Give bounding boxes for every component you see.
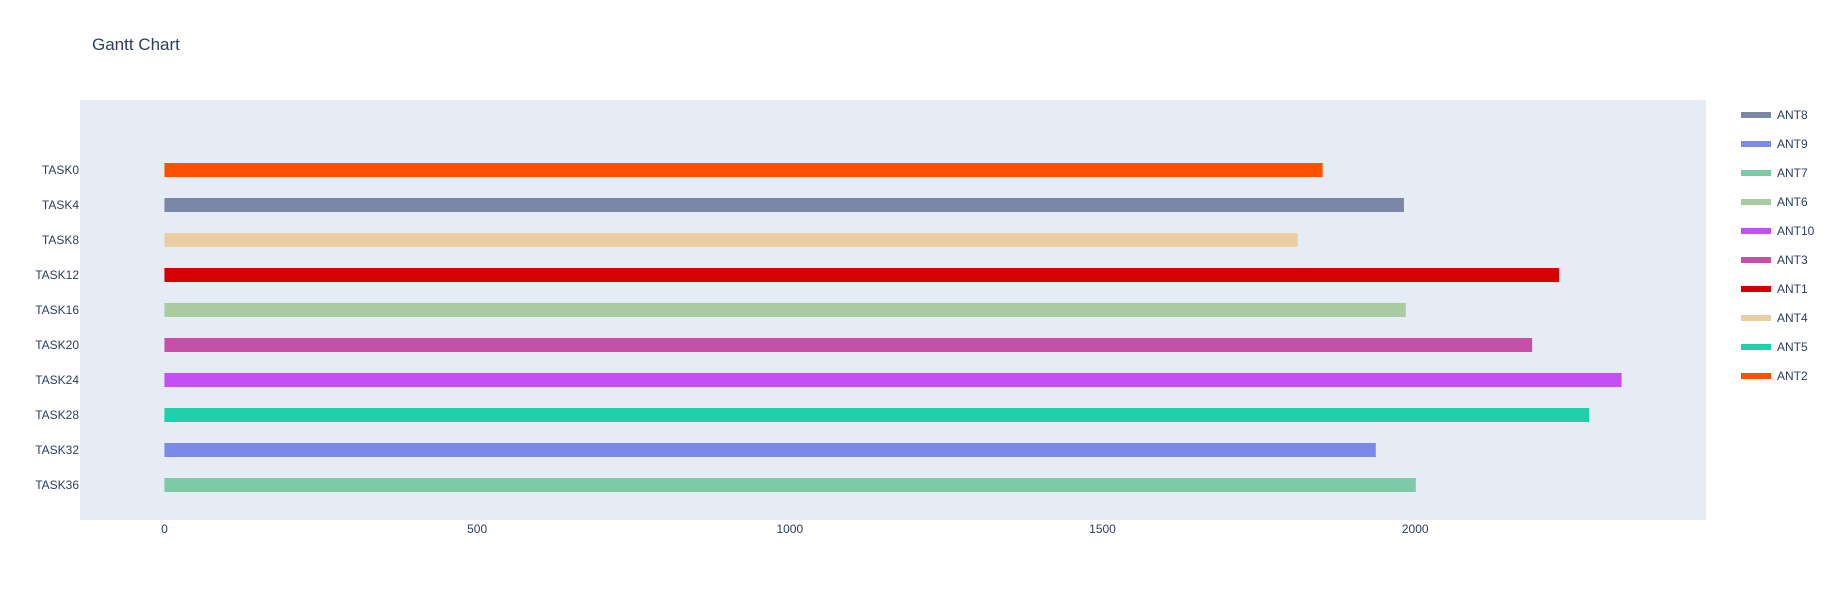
legend-label: ANT8: [1777, 108, 1808, 122]
x-tick-label: 0: [161, 522, 168, 536]
y-axis-ticks: TASK0 TASK4 TASK8 TASK12 TASK16 TASK20 TASK24 T…: [35, 163, 79, 492]
legend-item[interactable]: ANT5: [1741, 340, 1808, 354]
x-tick-label: 2000: [1402, 522, 1429, 536]
y-tick-label: TASK24: [35, 373, 79, 387]
bar-task20: [164, 338, 1533, 352]
legend-label: ANT7: [1777, 166, 1808, 180]
y-tick-label: TASK28: [35, 408, 79, 422]
legend-label: ANT6: [1777, 195, 1808, 209]
y-tick-label: TASK16: [35, 303, 79, 317]
legend-item[interactable]: ANT8: [1741, 108, 1808, 122]
legend-item[interactable]: ANT6: [1741, 195, 1808, 209]
y-tick-label: TASK8: [42, 233, 79, 247]
bar-task16: [164, 303, 1406, 317]
bar-task8: [164, 233, 1298, 247]
y-tick-label: TASK0: [42, 163, 79, 177]
x-tick-label: 1000: [776, 522, 803, 536]
legend-label: ANT9: [1777, 137, 1808, 151]
bar-task4: [164, 198, 1404, 212]
legend-item[interactable]: ANT9: [1741, 137, 1808, 151]
y-tick-label: TASK4: [42, 198, 79, 212]
x-tick-label: 1500: [1089, 522, 1116, 536]
bar-task36: [164, 478, 1416, 492]
legend: ANT8 ANT9 ANT7 ANT6 ANT10 ANT3 ANT1 ANT4 ANT5 ANT…: [1741, 108, 1815, 383]
legend-item[interactable]: ANT1: [1741, 282, 1808, 296]
bar-task32: [164, 443, 1376, 457]
legend-label: ANT4: [1777, 311, 1808, 325]
y-tick-label: TASK12: [35, 268, 79, 282]
legend-label: ANT3: [1777, 253, 1808, 267]
legend-item[interactable]: ANT2: [1741, 369, 1808, 383]
x-tick-label: 500: [467, 522, 487, 536]
y-tick-label: TASK36: [35, 478, 79, 492]
legend-item[interactable]: ANT7: [1741, 166, 1808, 180]
legend-item[interactable]: ANT3: [1741, 253, 1808, 267]
bar-task12: [164, 268, 1560, 282]
y-tick-label: TASK32: [35, 443, 79, 457]
x-axis-ticks: 0 500 1000 1500 2000: [161, 522, 1429, 536]
bar-task28: [164, 408, 1590, 422]
chart-title: Gantt Chart: [92, 35, 180, 54]
legend-item[interactable]: ANT10: [1741, 224, 1815, 238]
legend-label: ANT10: [1777, 224, 1815, 238]
y-tick-label: TASK20: [35, 338, 79, 352]
bar-task24: [164, 373, 1622, 387]
legend-label: ANT1: [1777, 282, 1808, 296]
legend-item[interactable]: ANT4: [1741, 311, 1808, 325]
legend-label: ANT5: [1777, 340, 1808, 354]
bar-task0: [164, 163, 1323, 177]
legend-label: ANT2: [1777, 369, 1808, 383]
bars-group: [164, 163, 1622, 492]
